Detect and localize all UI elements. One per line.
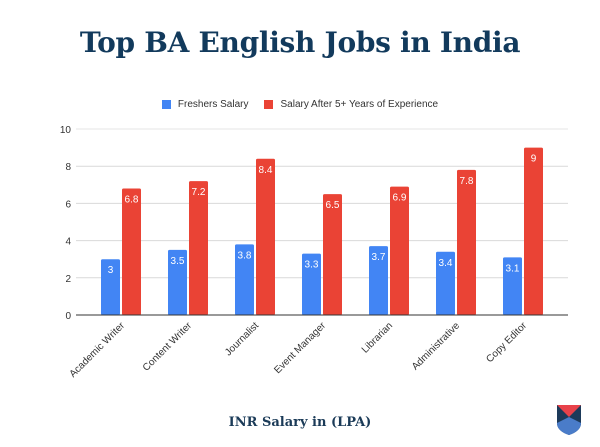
bar-value-label: 3 [108,265,114,276]
bar-value-label: 6.8 [125,195,139,206]
bar-value-label: 7.8 [460,176,474,187]
bar-value-label: 3.5 [171,256,185,267]
y-axis-ticks: 0 2 4 6 8 10 [60,125,72,322]
bar-experienced [457,169,476,315]
x-tick-label: Journalist [223,320,261,358]
bar-freshers [235,244,254,315]
x-axis-labels: Academic Writer Content Writer Journalist E… [68,320,530,380]
bar-freshers [101,259,120,315]
legend-item-freshers: Freshers Salary [161,99,249,110]
bar-experienced [390,186,409,315]
y-tick-label: 2 [65,274,71,285]
x-tick-label: Administrative [410,320,462,372]
shield-logo-icon [557,405,581,435]
bar-value-label: 3.3 [305,260,319,271]
bar-value-label: 6.9 [393,193,407,204]
bar-value-label: 7.2 [192,187,206,198]
legend-label-experienced: Salary After 5+ Years of Experience [280,99,439,110]
bar-experienced [524,147,543,315]
gridlines [76,128,568,279]
x-tick-label: Event Manager [272,320,328,376]
y-tick-label: 6 [65,199,71,210]
bar-experienced [189,181,208,315]
bar-value-label: 9 [531,154,537,165]
x-tick-label: Librarian [360,320,395,355]
chart-legend: Freshers Salary Salary After 5+ Years of… [0,99,600,110]
bar-experienced [256,158,275,315]
bar-freshers [302,253,321,315]
legend-label-freshers: Freshers Salary [177,99,249,110]
bar-value-label: 3.1 [506,263,520,274]
x-tick-label: Content Writer [141,320,195,374]
y-tick-label: 4 [65,237,71,248]
y-tick-label: 8 [65,162,71,173]
axis-caption: INR Salary in (LPA) [228,415,372,430]
bar-value-label: 6.5 [326,200,340,211]
legend-swatch-freshers [161,100,171,109]
y-tick-label: 0 [65,311,71,322]
bar-value-label: 3.8 [238,250,252,261]
bar-freshers [168,249,187,315]
x-tick-label: Academic Writer [68,320,128,380]
x-tick-label: Copy Editor [484,320,529,365]
bar-freshers [436,251,455,315]
bar-experienced [122,188,141,315]
bar-freshers [503,257,522,315]
bars: 3 6.8 3.5 7.2 3.8 8.4 3.3 6.5 3.7 6.9 3.4 7.8 3.1 9 [101,147,543,315]
bar-experienced [323,194,342,315]
y-tick-label: 10 [60,125,72,136]
legend-item-experienced: Salary After 5+ Years of Experience [264,99,438,110]
chart-title: Top BA English Jobs in India [79,26,521,59]
bar-freshers [369,246,388,315]
bar-value-label: 3.4 [439,258,453,269]
bar-value-label: 8.4 [259,165,273,176]
legend-swatch-experienced [264,100,274,109]
bar-value-label: 3.7 [372,252,386,263]
